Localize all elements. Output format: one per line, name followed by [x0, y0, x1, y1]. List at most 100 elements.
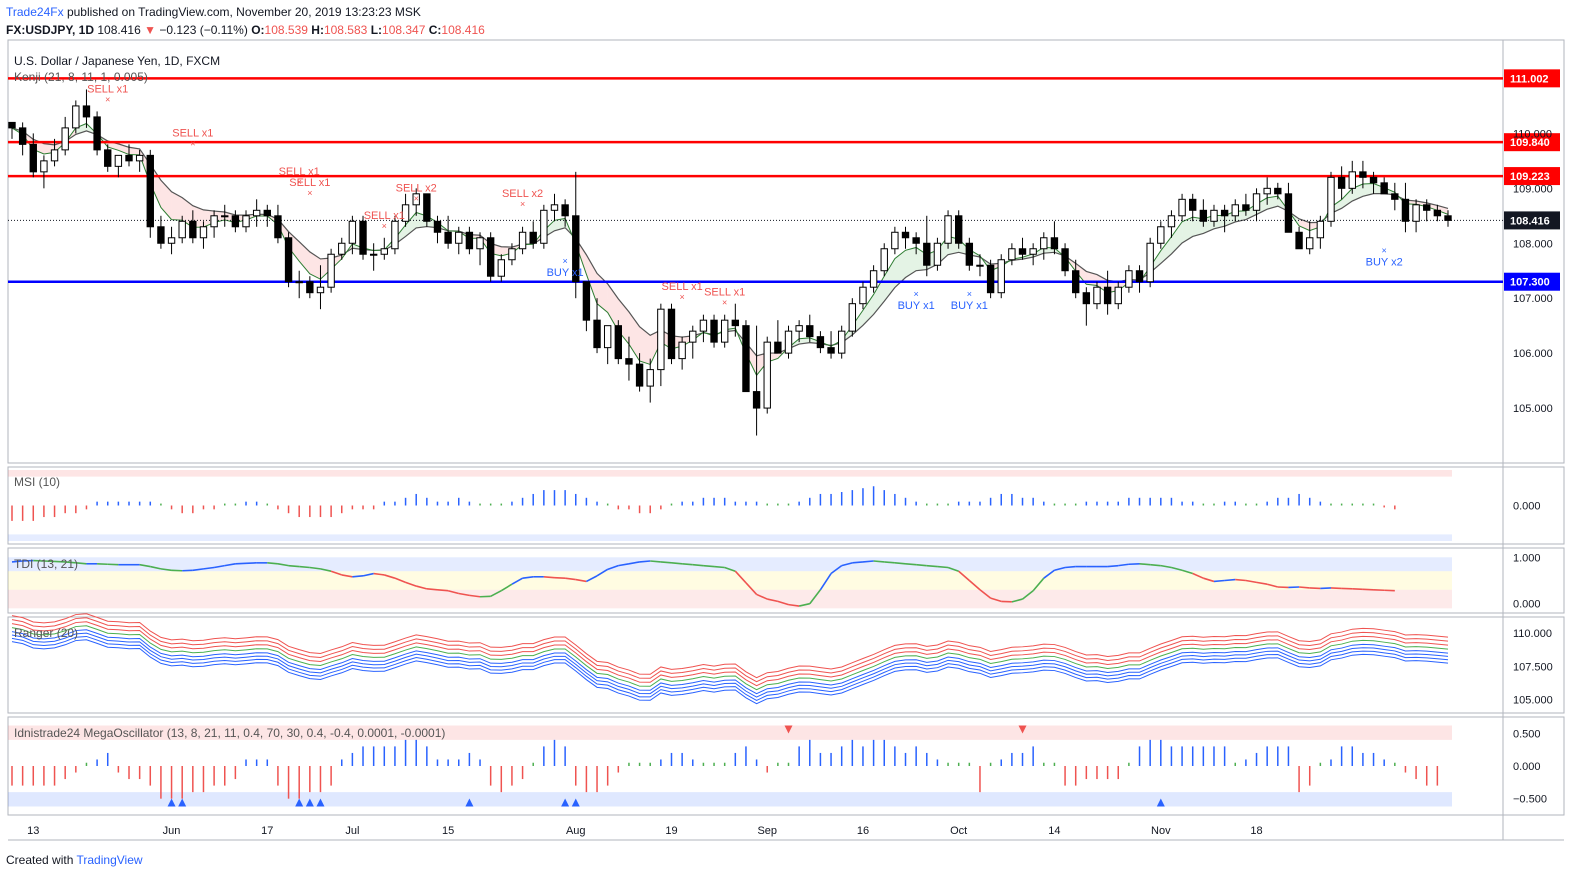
close-value: 108.416 [441, 23, 485, 37]
publisher-link[interactable]: Trade24Fx [6, 5, 64, 19]
kenji-cloud-segment [873, 276, 885, 315]
tdi-line-segment [203, 566, 215, 570]
signal-marker-icon: × [1382, 245, 1387, 255]
candle-body [572, 215, 580, 283]
candle-body [412, 193, 420, 206]
candle-body [593, 319, 601, 349]
candle-body [1252, 193, 1261, 211]
time-tick-label: Aug [566, 825, 586, 837]
candle-body [359, 220, 367, 255]
kenji-cloud-segment [862, 294, 874, 326]
pane-frame [7, 39, 1565, 464]
candle-body [965, 242, 974, 266]
mega-buy-triangle-icon [571, 798, 580, 807]
tdi-line-segment [884, 561, 895, 564]
symbol-label[interactable]: FX:USDJPY, 1D [6, 23, 95, 37]
mega-buy-triangle-icon [316, 798, 325, 807]
tdi-line-segment [1256, 581, 1268, 586]
tdi-line-segment [1224, 578, 1236, 582]
tdi-line-segment [288, 564, 300, 568]
tdi-tick-label: 1.000 [1513, 552, 1541, 564]
signal-marker-icon: × [297, 177, 302, 187]
ranger-line [11, 629, 1449, 695]
tdi-line-segment [1245, 579, 1257, 584]
tdi-line-segment [777, 600, 789, 606]
tdi-line-segment [160, 568, 172, 572]
candle-body [976, 264, 984, 267]
mega-lower-band [8, 792, 1452, 807]
candle-body [816, 336, 825, 349]
msi-tick-label: 0.000 [1513, 501, 1541, 513]
signal-marker-icon: × [914, 289, 919, 299]
candle-body [1189, 198, 1197, 211]
tdi-line-segment [11, 560, 23, 563]
candle-body [1242, 204, 1250, 211]
kenji-cloud-segment [1075, 263, 1087, 285]
tdi-line-segment [500, 583, 513, 592]
pane-frame [7, 547, 1565, 614]
tdi-line-segment [277, 562, 289, 567]
candle-body [869, 270, 878, 288]
tdi-line-segment [447, 589, 459, 595]
time-tick-label: 14 [1048, 825, 1060, 837]
mega-tick-label: 0.000 [1513, 761, 1541, 773]
tdi-line-segment [756, 593, 768, 600]
candle-body [29, 143, 37, 173]
signal-marker-icon: × [190, 138, 195, 148]
high-value: 108.583 [323, 23, 368, 37]
candle-body [348, 220, 357, 244]
time-tick-label: 18 [1250, 825, 1262, 837]
price-tick-label: 110.000 [1513, 128, 1552, 140]
candle-body [901, 231, 910, 239]
footer: Created with TradingView [6, 853, 143, 867]
tdi-line-segment [745, 582, 758, 595]
tdi-line-segment [575, 578, 587, 583]
candle-body [635, 363, 644, 387]
tdi-line-segment [405, 581, 417, 587]
tdi-line-segment [692, 563, 704, 567]
tdi-line-segment [320, 568, 332, 572]
candle-body [1231, 204, 1239, 217]
tdi-line-segment [894, 562, 906, 565]
trade-signal-label: SELL x2 [396, 182, 437, 194]
tdi-line-segment [75, 562, 87, 565]
tradingview-logo[interactable]: TradingView [76, 853, 143, 867]
change-value: −0.123 (−0.11%) [159, 23, 248, 37]
candle-body [731, 319, 740, 327]
tdi-line-segment [830, 565, 843, 575]
tdi-line-segment [1043, 569, 1055, 579]
candle-body [274, 215, 282, 239]
tdi-line-segment [469, 594, 481, 598]
tdi-line-segment [1203, 577, 1215, 583]
candle-body [689, 330, 697, 343]
tdi-line-segment [373, 572, 385, 576]
candle-body [465, 231, 474, 250]
last-value: 108.416 [97, 23, 141, 37]
signal-marker-icon: × [105, 94, 110, 104]
candle-body [1199, 209, 1208, 222]
time-tick-label: 17 [261, 825, 273, 837]
level-price-tag [1504, 133, 1560, 152]
candle-body [316, 286, 325, 294]
tdi-line-segment [682, 562, 693, 566]
trade-signal-label: SELL x1 [364, 210, 405, 222]
mega-tick-label: −0.500 [1513, 794, 1547, 806]
candle-body [1274, 187, 1282, 195]
candle-body [752, 391, 761, 409]
tdi-line-segment [937, 565, 949, 569]
kenji-cloud-segment [639, 326, 651, 365]
created-with-text: Created with [6, 853, 74, 867]
ranger-pane: 110.000 107.500 105.000 [11, 613, 1553, 707]
tdi-line-segment [1192, 572, 1204, 579]
candle-body [221, 215, 229, 218]
change-arrow-icon: ▼ [144, 23, 156, 37]
tdi-line-segment [767, 598, 779, 603]
candle-body [391, 220, 399, 250]
candle-body [1050, 237, 1059, 250]
trade-signal-label: SELL x1 [172, 127, 213, 139]
tdi-line-segment [1171, 566, 1183, 572]
candle-body [1125, 270, 1133, 288]
kenji-cloud-segment [182, 197, 193, 228]
candle-body [497, 259, 505, 277]
